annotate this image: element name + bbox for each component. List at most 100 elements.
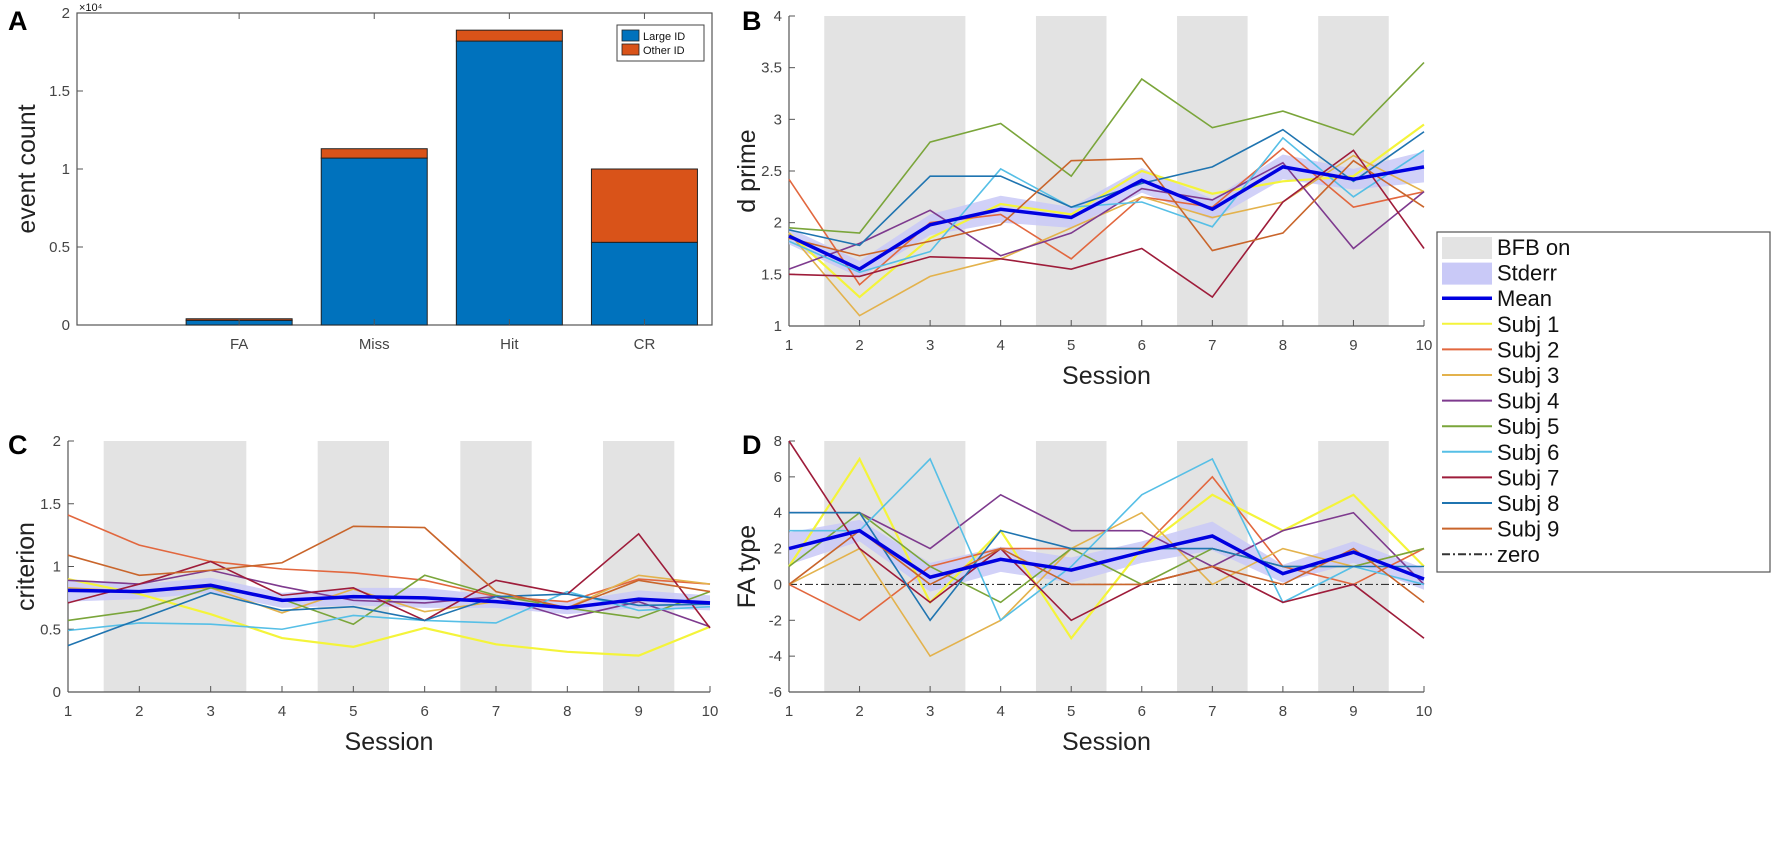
legend-label: Subj 1 [1497, 312, 1559, 337]
legend-label: Subj 9 [1497, 517, 1559, 542]
bar-other-id [455, 29, 563, 42]
legend-item-zero: zero [1442, 542, 1540, 567]
y-tick-label: 0.5 [40, 621, 61, 638]
legend-item-subj-4: Subj 4 [1442, 389, 1559, 414]
subj-6-line [67, 590, 711, 632]
panel-d: D -6 -4 -2 0 2 4 6 8 1 2 3 4 5 6 7 8 9 10 Session FA type [733, 430, 1432, 756]
subj-3-line [788, 154, 1425, 317]
y-axis-label: event count [13, 104, 41, 233]
x-tick-label: 9 [1349, 337, 1357, 354]
x-tick-label: 5 [1067, 337, 1075, 354]
subj-5-line [788, 61, 1425, 234]
panel-c: C 0 0.5 1 1.5 2 1 2 3 4 5 6 7 8 9 10 Session criterion [8, 430, 718, 756]
legend-label: Subj 6 [1497, 440, 1559, 465]
bfb-on-band [460, 441, 532, 692]
x-tick-label: 4 [278, 703, 286, 720]
x-tick-label: 2 [855, 337, 863, 354]
x-tick-label: 7 [492, 703, 500, 720]
subj-2-line [788, 147, 1425, 286]
subj-8-line [67, 592, 711, 647]
legend-item-subj-6: Subj 6 [1442, 440, 1559, 465]
legend-item-subj-2: Subj 2 [1442, 337, 1559, 362]
legend-item-subj-1: Subj 1 [1442, 312, 1559, 337]
panel-letter: C [8, 430, 28, 460]
y-tick-label: 1.5 [40, 496, 61, 513]
legend-swatch [621, 43, 640, 56]
legend-label: Subj 7 [1497, 465, 1559, 490]
y-axis-label: d prime [733, 129, 761, 212]
bfb-on-band [1035, 16, 1107, 326]
x-tick-label: 4 [996, 703, 1004, 720]
stderr-band [789, 151, 1424, 278]
y-tick-label: 1.5 [49, 83, 70, 100]
x-tick-label: 8 [563, 703, 571, 720]
legend-label: Stderr [1497, 261, 1557, 286]
x-tick-label: 7 [1208, 703, 1216, 720]
y-tick-label: 1 [62, 161, 70, 178]
legend-item-subj-8: Subj 8 [1442, 491, 1559, 516]
x-tick-label: 3 [206, 703, 214, 720]
legend-label: Large ID [643, 31, 685, 43]
subj-4-line [788, 161, 1425, 270]
x-tick-label: 6 [420, 703, 428, 720]
x-tick-label: Miss [359, 336, 390, 353]
x-tick-label: 9 [1349, 703, 1357, 720]
y-tick-label: 8 [774, 433, 782, 450]
x-tick-label: 1 [785, 337, 793, 354]
x-tick-label: 7 [1208, 337, 1216, 354]
y-tick-label: 0 [53, 684, 61, 701]
legend-item-subj-3: Subj 3 [1442, 363, 1559, 388]
bfb-on-band [824, 16, 966, 326]
legend-label: zero [1497, 542, 1540, 567]
x-tick-label: 10 [1416, 703, 1433, 720]
mean-line [788, 528, 1425, 581]
legend-label: Mean [1497, 286, 1552, 311]
legend-label: Subj 8 [1497, 491, 1559, 516]
y-axis-label: FA type [733, 525, 761, 608]
x-tick-label: 5 [349, 703, 357, 720]
panel-a: A FA Miss Hit CR 0 0.5 1 1.5 2 ×10⁴ event count Larg… [8, 2, 713, 353]
legend-label: Subj 2 [1497, 337, 1559, 362]
x-tick-label: 6 [1138, 703, 1146, 720]
bfb-on-band [103, 441, 247, 692]
x-tick-label: CR [634, 336, 656, 353]
legend-box [1436, 231, 1771, 573]
y-tick-label: 3.5 [761, 60, 782, 77]
subj-5-line [67, 574, 711, 626]
x-tick-label: 1 [785, 703, 793, 720]
x-tick-label: Hit [500, 336, 519, 353]
panel-letter: D [742, 430, 762, 460]
x-tick-label: 3 [926, 703, 934, 720]
y-tick-label: -2 [769, 612, 782, 629]
y-tick-label: 0 [774, 576, 782, 593]
y-tick-label: 2 [774, 541, 782, 558]
x-tick-label: 10 [702, 703, 719, 720]
y-tick-label: -4 [769, 648, 782, 665]
x-tick-label: 9 [634, 703, 642, 720]
subj-7-line [788, 440, 1425, 639]
y-tick-label: 1 [53, 559, 61, 576]
legend-swatch [621, 29, 640, 42]
y-tick-label: 0.5 [49, 239, 70, 256]
x-axis-label: Session [1062, 728, 1151, 756]
x-axis-label: Session [1062, 362, 1151, 390]
x-tick-label: 1 [64, 703, 72, 720]
x-tick-label: 3 [926, 337, 934, 354]
bar-large-id [455, 40, 563, 326]
legend-item-subj-5: Subj 5 [1442, 414, 1559, 439]
subj-1-line [67, 577, 711, 657]
subj-4-line [67, 569, 711, 628]
legend-item-bfb-on: BFB on [1442, 235, 1570, 260]
legend-item-stderr: Stderr [1442, 261, 1557, 286]
bar-other-id [320, 148, 428, 159]
x-tick-label: 6 [1138, 337, 1146, 354]
legend-swatch [1442, 237, 1492, 259]
bar-large-id [590, 241, 698, 326]
bfb-on-band [317, 441, 389, 692]
x-tick-label: 5 [1067, 703, 1075, 720]
y-tick-label: 1 [774, 318, 782, 335]
bar-other-id [590, 168, 698, 243]
x-tick-label: 2 [135, 703, 143, 720]
mean-line [788, 165, 1425, 272]
